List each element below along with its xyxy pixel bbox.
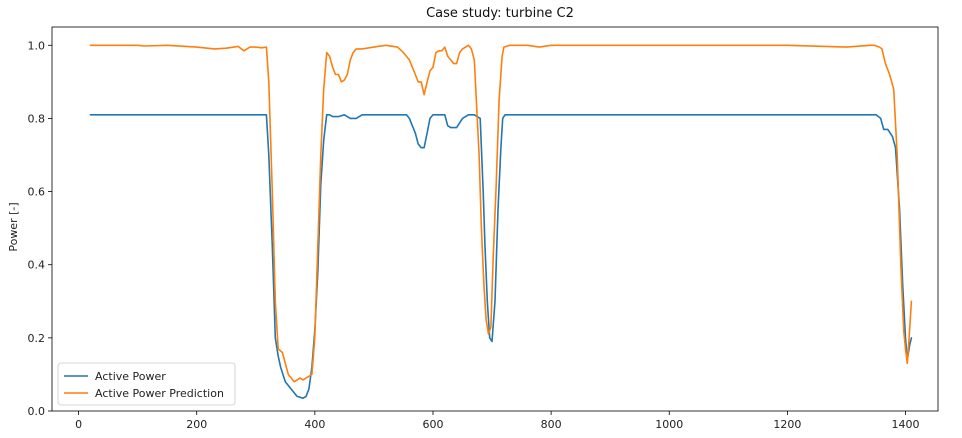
x-tick-label: 1000 <box>655 418 683 431</box>
x-tick-label: 400 <box>304 418 325 431</box>
y-tick-label: 0.2 <box>28 332 46 345</box>
series-line-2 <box>89 44 913 383</box>
y-axis: 0.0 0.2 0.4 0.6 0.8 1.0 <box>28 39 52 418</box>
y-tick-label: 0.6 <box>28 186 46 199</box>
x-axis: 0 200 400 600 800 1000 1200 1400 <box>75 411 920 431</box>
series-lines <box>89 44 913 400</box>
legend-label: Active Power Prediction <box>95 387 224 400</box>
x-tick-label: 800 <box>541 418 562 431</box>
y-tick-label: 0.4 <box>28 259 46 272</box>
legend-box <box>57 362 236 406</box>
x-tick-label: 1200 <box>773 418 801 431</box>
plot-frame <box>51 26 939 412</box>
x-tick-label: 0 <box>75 418 82 431</box>
chart-title: Case study: turbine C2 <box>426 6 574 21</box>
y-tick-label: 0.0 <box>28 405 46 418</box>
series-line-1 <box>89 114 913 400</box>
legend-label: Active Power <box>95 370 166 383</box>
x-tick-label: 200 <box>186 418 207 431</box>
y-tick-label: 1.0 <box>28 39 46 52</box>
y-tick-label: 0.8 <box>28 112 46 125</box>
y-axis-label: Power [-] <box>7 202 20 251</box>
x-tick-label: 1400 <box>892 418 920 431</box>
legend: Active Power Active Power Prediction <box>57 362 236 406</box>
x-tick-label: 600 <box>422 418 443 431</box>
